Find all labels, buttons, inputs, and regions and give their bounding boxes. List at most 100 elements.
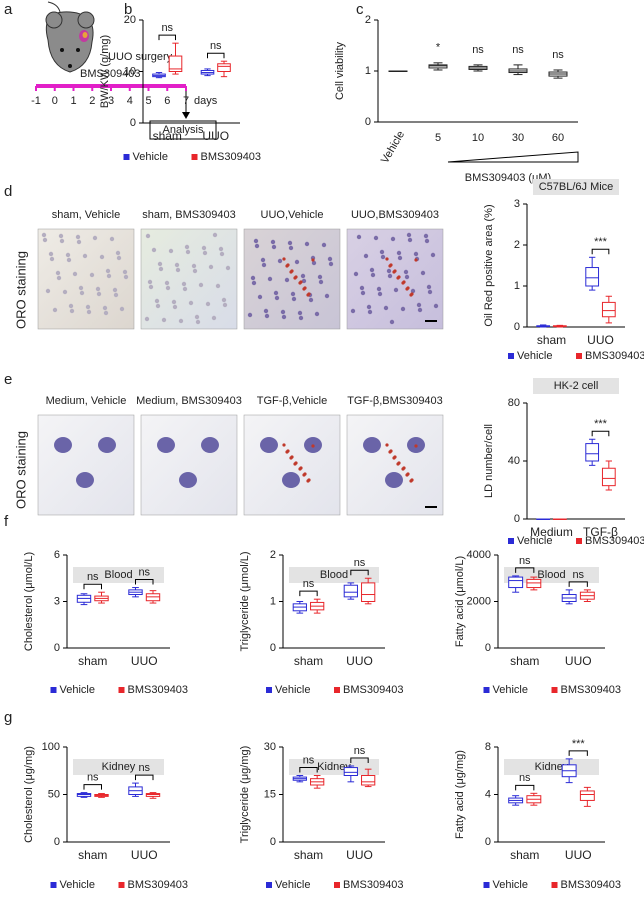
- legend-swatch: [508, 538, 514, 544]
- nucleus: [157, 437, 175, 453]
- y-tick-label: 3: [514, 198, 520, 210]
- x-tick-label: UUO: [565, 654, 592, 668]
- nucleus: [112, 287, 118, 293]
- nucleus: [311, 260, 317, 266]
- x-tick-label: UUO: [131, 654, 158, 668]
- nucleus: [151, 247, 157, 253]
- nucleus: [353, 271, 359, 277]
- nucleus: [363, 437, 381, 453]
- nucleus: [172, 304, 178, 310]
- nucleus: [161, 317, 167, 323]
- x-tick-label: UUO: [131, 848, 158, 862]
- y-tick-label: 80: [508, 397, 520, 409]
- lipid-droplet: [285, 450, 289, 454]
- significance-label: ns: [472, 44, 484, 56]
- dose-triangle: [447, 151, 579, 163]
- x-tick-label: sham: [78, 654, 107, 668]
- image-caption: TGF-β,BMS309403: [347, 395, 443, 407]
- chart-title: Blood: [104, 569, 132, 581]
- significance-label: *: [436, 42, 441, 54]
- significance-label: ns: [572, 569, 584, 581]
- box: [168, 55, 183, 72]
- significance-label: ns: [303, 578, 315, 590]
- box: [526, 578, 542, 589]
- y-axis-label: Oil Red positive area (%): [483, 204, 495, 326]
- nucleus: [55, 270, 61, 276]
- day-label: 6: [164, 95, 170, 107]
- significance-bracket: [299, 590, 318, 597]
- nucleus: [321, 242, 327, 248]
- nucleus: [396, 250, 402, 256]
- significance-bracket: [515, 567, 535, 573]
- surgery-label: UUO surgery: [108, 51, 173, 63]
- nucleus: [221, 297, 227, 303]
- lipid-droplet: [401, 281, 405, 285]
- nucleus: [393, 287, 399, 293]
- nucleus: [165, 285, 171, 291]
- significance-bracket: [568, 750, 588, 756]
- nucleus: [327, 256, 333, 262]
- nucleus: [359, 285, 365, 291]
- lipid-droplet: [396, 276, 400, 280]
- nucleus: [367, 309, 373, 315]
- y-tick-label: 0: [365, 116, 371, 128]
- nucleus: [215, 283, 221, 289]
- box: [579, 790, 595, 801]
- significance-label: ns: [519, 555, 531, 567]
- nucleus: [92, 235, 98, 241]
- y-axis-label: Fatty acid (μmol/L): [454, 556, 466, 647]
- nucleus: [54, 437, 72, 453]
- legend-label: Vehicle: [60, 684, 95, 696]
- nucleus: [76, 472, 94, 488]
- panel-label: f: [4, 513, 9, 530]
- significance-label: ns: [138, 762, 150, 774]
- x-tick-label: sham: [510, 848, 539, 862]
- legend-swatch: [118, 882, 125, 888]
- nucleus: [212, 232, 218, 238]
- nucleus: [49, 256, 55, 262]
- nucleus: [211, 315, 217, 321]
- legend-label: Vehicle: [275, 684, 310, 696]
- legend-swatch: [576, 538, 582, 544]
- nucleus: [350, 308, 356, 314]
- chart-title: Kidney: [317, 761, 351, 773]
- nucleus: [284, 277, 290, 283]
- nucleus: [68, 303, 74, 309]
- nucleus: [102, 305, 108, 311]
- legend-label: Vehicle: [517, 535, 552, 547]
- nucleus: [198, 282, 204, 288]
- chart-title: Blood: [320, 569, 348, 581]
- nucleus: [82, 253, 88, 259]
- significance-label: ns: [87, 571, 99, 583]
- lipid-droplet: [401, 467, 405, 471]
- nucleus: [300, 273, 306, 279]
- image-caption: Medium, BMS309403: [136, 395, 242, 407]
- significance-label: ns: [210, 40, 222, 52]
- significance-bracket: [350, 569, 369, 576]
- nucleus: [397, 255, 403, 261]
- x-tick-label: sham: [78, 848, 107, 862]
- nucleus: [62, 289, 68, 295]
- nucleus: [386, 268, 392, 274]
- y-tick-label: 0: [514, 321, 520, 333]
- box: [361, 775, 376, 786]
- legend-label: BMS309403: [128, 684, 189, 696]
- nucleus: [433, 303, 439, 309]
- nucleus: [75, 234, 81, 240]
- nucleus: [42, 237, 48, 243]
- nucleus: [205, 301, 211, 307]
- legend-swatch: [551, 882, 558, 888]
- panel-label: e: [4, 371, 12, 388]
- x-tick-label: sham: [294, 848, 323, 862]
- nucleus: [291, 296, 297, 302]
- x-tick-label: 10: [472, 132, 484, 144]
- box: [601, 301, 616, 318]
- nucleus: [416, 302, 422, 308]
- stain-label: ORO staining: [13, 431, 28, 509]
- x-tick-label: sham: [537, 333, 566, 347]
- day-label: 3: [108, 95, 114, 107]
- micrograph: [140, 414, 238, 516]
- lipid-droplet: [388, 264, 392, 268]
- legend-label: BMS309403: [585, 535, 644, 547]
